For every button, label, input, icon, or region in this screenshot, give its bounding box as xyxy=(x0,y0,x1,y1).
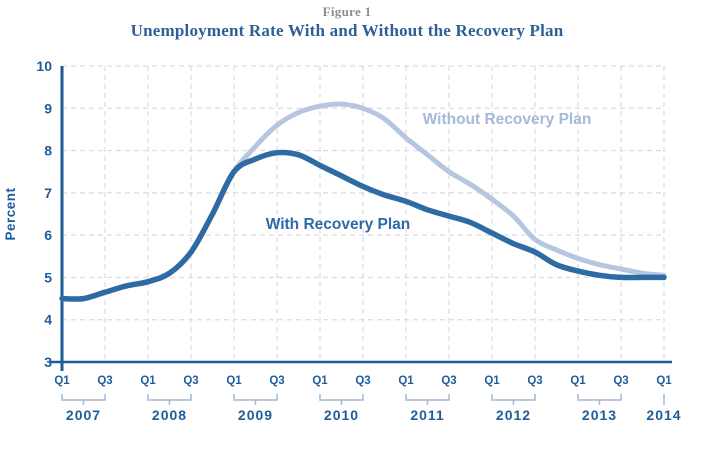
year-label: 2010 xyxy=(324,407,359,423)
figure-label: Figure 1 xyxy=(322,4,372,19)
y-tick-label: 8 xyxy=(44,143,52,159)
x-tick-label: Q1 xyxy=(570,375,586,387)
x-tick-label: Q1 xyxy=(312,375,328,387)
year-bracket xyxy=(577,394,622,405)
year-label: 2007 xyxy=(66,407,101,423)
year-bracket xyxy=(61,394,106,405)
y-tick-label: 4 xyxy=(44,312,52,328)
year-bracket xyxy=(233,394,278,405)
year-label: 2009 xyxy=(238,407,273,423)
x-tick-label: Q3 xyxy=(441,375,456,387)
y-tick-label: 10 xyxy=(36,58,52,74)
with-plan-label: With Recovery Plan xyxy=(266,216,411,233)
year-bracket xyxy=(319,394,364,405)
y-tick-label: 9 xyxy=(44,100,52,116)
x-tick-label: Q1 xyxy=(226,375,242,387)
x-tick-label: Q3 xyxy=(355,375,370,387)
without-plan-label: Without Recovery Plan xyxy=(423,111,592,128)
year-label: 2008 xyxy=(152,407,187,423)
year-label: 2012 xyxy=(496,407,531,423)
x-tick-label: Q1 xyxy=(484,375,500,387)
year-bracket xyxy=(491,394,536,405)
x-tick-label: Q1 xyxy=(656,375,672,387)
y-tick-label: 7 xyxy=(44,185,52,201)
chart-title: Unemployment Rate With and Without the R… xyxy=(130,21,564,40)
x-tick-label: Q3 xyxy=(527,375,542,387)
y-tick-label: 6 xyxy=(44,227,52,243)
year-bracket xyxy=(147,394,192,405)
with-plan-line xyxy=(59,149,667,302)
y-tick-label: 3 xyxy=(44,354,52,370)
y-axis-title: Percent xyxy=(3,187,18,240)
year-label: 2013 xyxy=(582,407,617,423)
x-tick-label: Q3 xyxy=(269,375,284,387)
x-tick-label: Q1 xyxy=(398,375,414,387)
x-tick-label: Q3 xyxy=(613,375,628,387)
year-label: 2011 xyxy=(410,407,444,423)
y-tick-label: 5 xyxy=(44,269,52,285)
x-tick-label: Q3 xyxy=(97,375,112,387)
figure-header: Figure 1 Unemployment Rate With and With… xyxy=(0,4,694,41)
x-tick-label: Q3 xyxy=(183,375,198,387)
x-tick-label: Q1 xyxy=(140,375,156,387)
year-bracket xyxy=(405,394,450,405)
year-label: 2014 xyxy=(646,407,681,423)
x-tick-label: Q1 xyxy=(54,375,70,387)
